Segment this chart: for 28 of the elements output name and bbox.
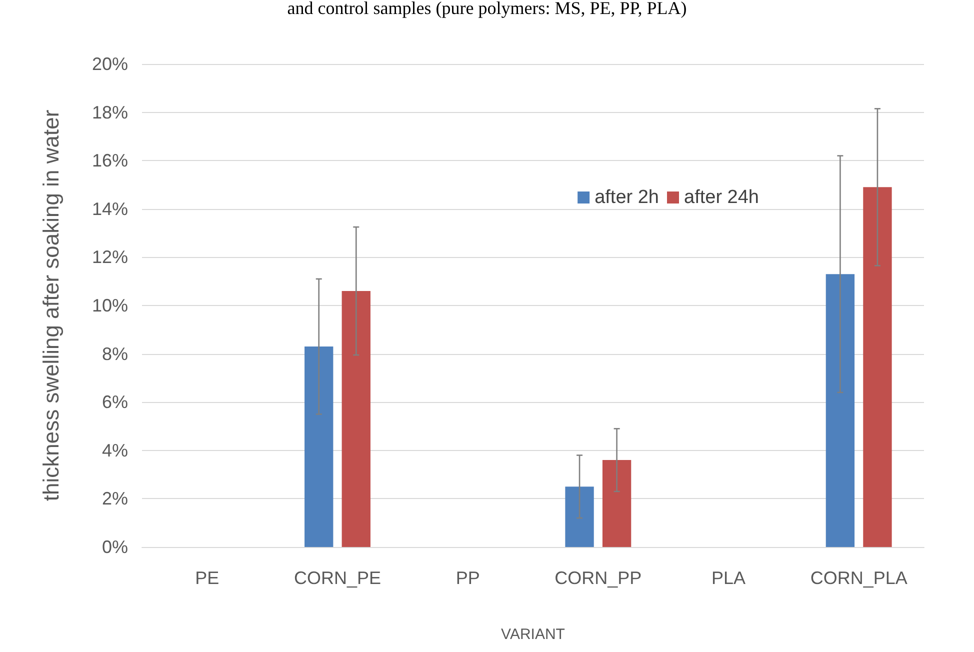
y-tick-label: 18%: [92, 102, 128, 122]
x-tick-label: PP: [456, 568, 480, 588]
y-tick-label: 8%: [102, 344, 128, 364]
bar: [826, 274, 855, 547]
y-tick-label: 6%: [102, 392, 128, 412]
y-tick-label: 4%: [102, 440, 128, 460]
y-tick-label: 14%: [92, 198, 128, 219]
y-tick-label: 10%: [92, 296, 128, 316]
x-tick-label: PE: [195, 568, 220, 588]
bar: [565, 486, 594, 547]
bar: [304, 346, 334, 547]
x-axis-title: VARIANT: [501, 626, 565, 643]
bar: [342, 291, 370, 547]
x-tick-label: CORN_PLA: [810, 568, 908, 588]
y-tick-label: 2%: [102, 488, 128, 509]
legend-label: after 24h: [684, 187, 759, 208]
legend-label: after 2h: [594, 187, 660, 208]
y-tick-label: 16%: [92, 150, 128, 171]
y-tick-label: 12%: [92, 247, 128, 268]
bar: [863, 187, 892, 547]
y-tick-label: 0%: [102, 537, 128, 557]
bar: [602, 460, 632, 547]
x-tick-label: PLA: [711, 568, 746, 588]
y-tick-label: 20%: [92, 54, 128, 74]
x-tick-label: CORN_PP: [554, 568, 642, 588]
x-tick-label: CORN_PE: [294, 568, 382, 588]
y-axis-title: thickness swelling after soaking in water: [38, 110, 64, 502]
chart-title: and control samples (pure polymers: MS, PE, PP, PLA): [287, 0, 687, 18]
